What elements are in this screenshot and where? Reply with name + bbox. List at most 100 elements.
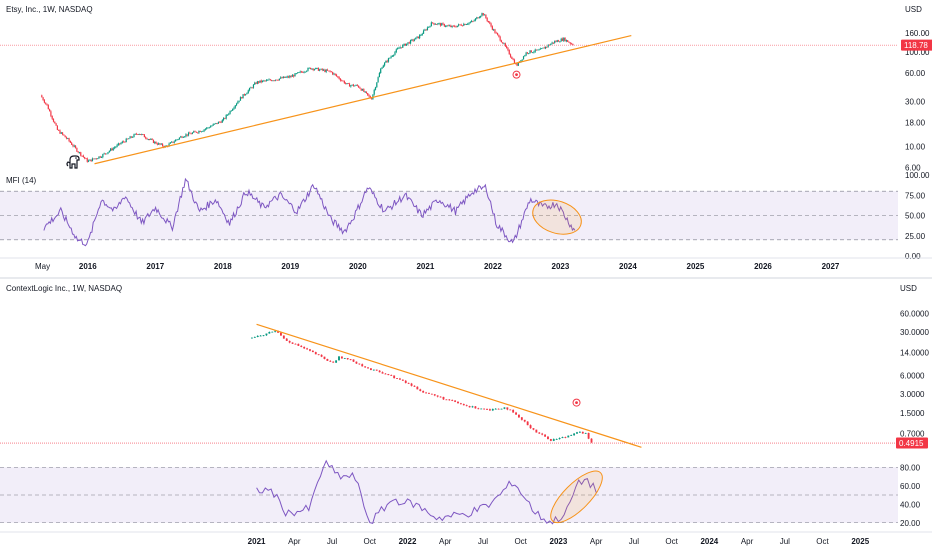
wish-x-tick-label: Jul bbox=[327, 537, 337, 546]
etsy-candle bbox=[408, 42, 410, 44]
wish-candle bbox=[369, 368, 372, 370]
etsy-candle bbox=[386, 60, 388, 62]
etsy-candle bbox=[315, 67, 317, 70]
etsy-candle bbox=[428, 26, 430, 28]
wish-candle bbox=[393, 375, 396, 379]
etsy-x-tick-label: 2025 bbox=[687, 262, 705, 271]
wish-candle bbox=[584, 432, 587, 434]
etsy-candle bbox=[421, 33, 423, 35]
etsy-candle bbox=[441, 23, 443, 26]
etsy-candle bbox=[143, 134, 145, 138]
etsy-candle bbox=[348, 83, 351, 87]
wish-candle bbox=[509, 409, 512, 411]
wish-candle bbox=[538, 432, 541, 434]
wish-candle bbox=[491, 409, 494, 411]
etsy-candle bbox=[147, 139, 149, 140]
etsy-mfi-label: MFI (14) bbox=[6, 176, 37, 185]
etsy-candle bbox=[539, 48, 542, 50]
etsy-candle bbox=[156, 143, 158, 145]
etsy-candle bbox=[256, 81, 258, 84]
etsy-mfi-y-tick-label: 75.00 bbox=[905, 191, 926, 200]
wish-candle bbox=[462, 404, 465, 406]
wish-x-tick-label: Oct bbox=[816, 537, 829, 546]
wish-mfi-y-tick-label: 40.00 bbox=[900, 500, 921, 509]
wish-candle bbox=[271, 331, 274, 333]
wish-candle bbox=[323, 356, 326, 359]
etsy-candle bbox=[454, 25, 456, 27]
wish-x-tick-label: Apr bbox=[741, 537, 754, 546]
etsy-candle bbox=[145, 137, 147, 139]
etsy-candle bbox=[442, 23, 444, 25]
etsy-candle bbox=[100, 157, 103, 158]
wish-x-tick-label: Jul bbox=[478, 537, 488, 546]
etsy-candle bbox=[451, 25, 453, 27]
etsy-candle bbox=[107, 152, 109, 154]
etsy-y-axis: 160.00 100.00 60.00 30.00 18.00 10.00 6.00 bbox=[905, 29, 930, 173]
wish-candle bbox=[454, 400, 457, 402]
wish-candle bbox=[346, 358, 349, 360]
etsy-candle bbox=[455, 26, 457, 28]
etsy-candle bbox=[268, 79, 270, 81]
etsy-candle bbox=[352, 84, 355, 87]
wish-candle bbox=[532, 428, 535, 430]
etsy-candle bbox=[42, 97, 44, 101]
etsy-candle bbox=[416, 36, 418, 38]
etsy-candle bbox=[230, 110, 232, 112]
wish-candle bbox=[535, 429, 538, 433]
etsy-candle bbox=[276, 79, 278, 81]
wish-candle bbox=[384, 373, 387, 375]
etsy-candle bbox=[565, 40, 567, 42]
wish-candle bbox=[250, 337, 253, 339]
etsy-candle bbox=[248, 87, 251, 91]
wish-candle bbox=[378, 370, 381, 373]
wish-candle bbox=[439, 396, 442, 398]
etsy-candle bbox=[135, 133, 138, 135]
etsy-candle bbox=[548, 44, 551, 46]
etsy-candle bbox=[556, 40, 558, 42]
etsy-candle bbox=[200, 131, 203, 133]
etsy-candle bbox=[312, 68, 314, 70]
wish-candle bbox=[430, 393, 433, 395]
wish-x-tick-label: 2021 bbox=[248, 537, 266, 546]
etsy-candle bbox=[258, 81, 260, 83]
etsy-candle bbox=[561, 38, 564, 41]
etsy-candle bbox=[174, 139, 177, 142]
etsy-candle bbox=[377, 77, 379, 83]
etsy-y-tick-label: 10.00 bbox=[905, 143, 926, 152]
etsy-candle bbox=[63, 134, 65, 136]
etsy-candle bbox=[202, 131, 204, 132]
wish-candle bbox=[477, 408, 480, 410]
etsy-candle bbox=[225, 114, 227, 119]
etsy-candle bbox=[470, 21, 473, 23]
etsy-title: Etsy, Inc., 1W, NASDAQ bbox=[6, 5, 93, 14]
etsy-candle bbox=[463, 23, 465, 26]
etsy-candle bbox=[158, 143, 160, 145]
etsy-candle bbox=[130, 136, 133, 138]
etsy-candle bbox=[86, 158, 88, 162]
wish-candle bbox=[428, 392, 430, 394]
etsy-y-tick-label: 30.00 bbox=[905, 98, 926, 107]
etsy-candle bbox=[228, 113, 230, 115]
etsy-candle bbox=[528, 53, 530, 54]
etsy-candle bbox=[333, 73, 335, 75]
etsy-candle bbox=[430, 22, 432, 27]
wish-candle bbox=[526, 421, 529, 426]
wish-candle bbox=[442, 396, 445, 400]
etsy-candle bbox=[255, 82, 257, 84]
wish-x-tick-label: 2024 bbox=[700, 537, 718, 546]
wish-candle bbox=[294, 343, 297, 345]
etsy-candle bbox=[341, 80, 343, 82]
wish-y-tick-label: 6.0000 bbox=[900, 372, 925, 381]
etsy-candle bbox=[337, 76, 339, 78]
etsy-candle bbox=[241, 97, 243, 99]
etsy-candle bbox=[185, 134, 187, 137]
etsy-candle bbox=[102, 154, 104, 158]
wish-candle bbox=[352, 359, 355, 362]
etsy-x-tick-label: 2023 bbox=[552, 262, 570, 271]
etsy-candle bbox=[546, 46, 548, 48]
wish-x-tick-label: 2025 bbox=[851, 537, 869, 546]
etsy-candle bbox=[265, 80, 268, 81]
wish-y-tick-label: 60.0000 bbox=[900, 309, 929, 318]
etsy-candle bbox=[300, 71, 303, 73]
etsy-candle bbox=[330, 71, 332, 73]
